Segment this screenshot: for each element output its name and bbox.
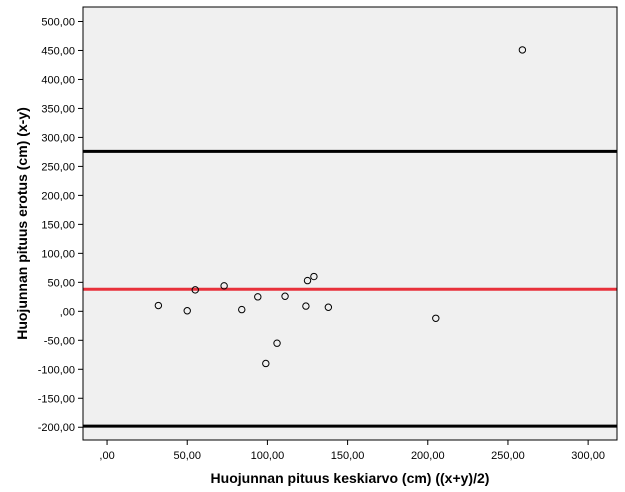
data-point-5 <box>254 293 262 301</box>
y-tick-label-14: -200,00 <box>38 422 75 434</box>
y-tick-label-2: 400,00 <box>41 74 75 86</box>
y-tick-label-9: 50,00 <box>47 277 75 289</box>
x-axis-ticks: ,00 50,00 100,00 150,00 200,00 250,00 300,00 <box>99 440 605 462</box>
y-tick-label-5: 250,00 <box>41 161 75 173</box>
data-point-9 <box>302 302 310 310</box>
y-tick-label-11: -50,00 <box>44 335 75 347</box>
data-points <box>154 46 527 368</box>
y-tick-label-10: ,00 <box>60 306 75 318</box>
data-point-2 <box>191 286 199 294</box>
y-tick-label-13: -150,00 <box>38 393 75 405</box>
data-point-10 <box>303 276 312 285</box>
data-point-4 <box>238 305 246 314</box>
data-point-11 <box>310 272 318 281</box>
y-tick-label-7: 150,00 <box>41 219 75 231</box>
plot-area <box>82 6 618 441</box>
y-tick-label-0: 500,00 <box>41 16 75 28</box>
y-tick-label-8: 100,00 <box>41 248 75 260</box>
data-point-1 <box>183 307 191 315</box>
reference-lines <box>83 149 617 428</box>
x-tick-label-5: 250,00 <box>491 450 525 462</box>
x-tick-label-3: 150,00 <box>331 450 365 462</box>
data-point-8 <box>281 292 289 300</box>
y-axis-title: Huojunnan pituus erotus (cm) (x-y) <box>14 107 30 340</box>
data-point-6 <box>262 359 270 368</box>
x-tick-label-1: 50,00 <box>173 450 201 462</box>
data-point-0 <box>154 301 163 310</box>
y-tick-label-3: 350,00 <box>41 103 75 115</box>
y-tick-label-6: 200,00 <box>41 190 75 202</box>
x-axis-title: Huojunnan pituus keskiarvo (cm) ((x+y)/2… <box>211 470 490 486</box>
x-tick-label-0: ,00 <box>99 450 114 462</box>
y-tick-label-4: 300,00 <box>41 132 75 144</box>
data-point-14 <box>518 46 527 54</box>
x-tick-label-6: 300,00 <box>571 450 605 462</box>
y-tick-label-1: 450,00 <box>41 45 75 57</box>
data-point-12 <box>324 303 333 311</box>
y-axis-ticks: 500,00 450,00 400,00 350,00 300,00 250,00 200,… <box>38 16 83 434</box>
data-point-13 <box>432 314 440 322</box>
data-point-7 <box>273 339 281 347</box>
y-tick-label-12: -100,00 <box>38 364 75 376</box>
x-tick-label-2: 100,00 <box>251 450 285 462</box>
x-tick-label-4: 200,00 <box>411 450 445 462</box>
data-point-3 <box>220 282 228 290</box>
